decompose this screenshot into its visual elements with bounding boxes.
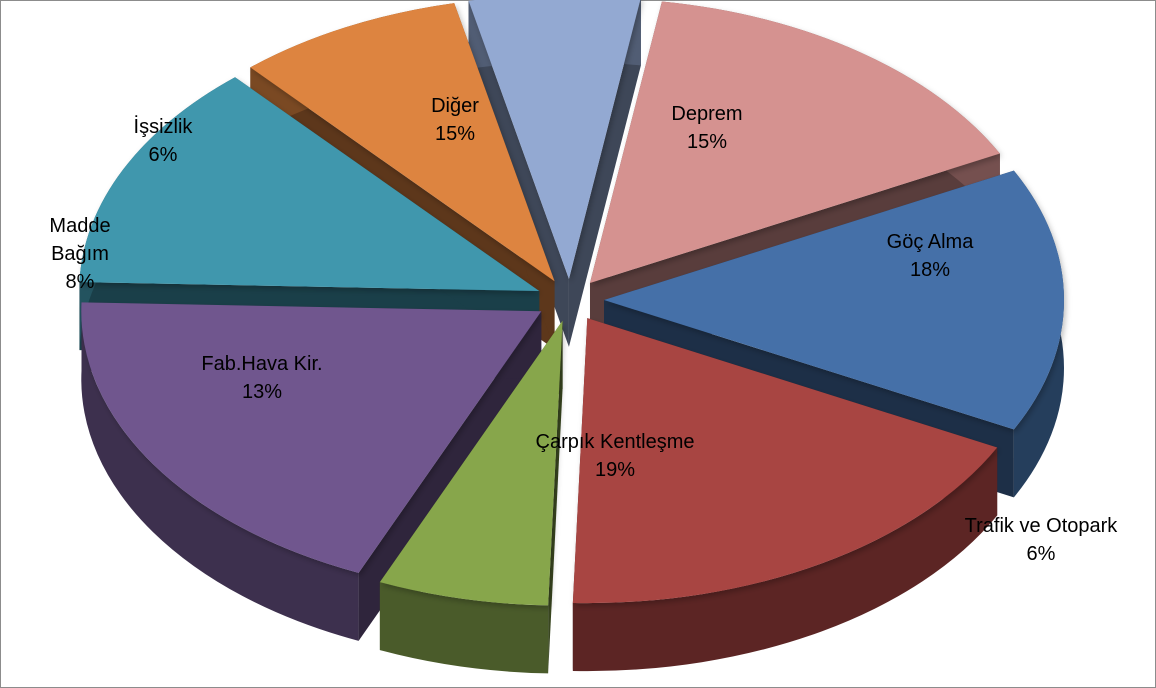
label-issizlik: İşsizlik 6%: [134, 115, 194, 166]
slice-side-face: [548, 320, 563, 674]
pie-slice-i-şsizlik: [468, 0, 641, 279]
slice-side-face: [568, 0, 641, 347]
pie-slice-madde-bağım: [250, 3, 555, 282]
label-fab-hava-kir: Fab.Hava Kir. 13%: [201, 353, 322, 403]
pie-slice-göç-alma: [572, 318, 998, 604]
slice-rim: [379, 582, 549, 674]
label-deprem: Deprem 15%: [671, 103, 742, 153]
slice-rim: [572, 447, 998, 672]
pie-slice-çarpık-kentleşme: [81, 302, 542, 573]
pie-slice-fab-hava-kir-: [79, 77, 540, 292]
label-madde-bagim: Madde Bağım 8%: [49, 215, 110, 293]
label-trafik-ve-otopark: Trafik ve Otopark 6%: [965, 515, 1119, 565]
label-carpik-kentlesme: Çarpık Kentleşme 19%: [536, 431, 695, 481]
pie-slice-diğer: [589, 1, 1000, 283]
pie-slice-trafik-ve-otopark: [379, 320, 563, 606]
pie-slice-deprem: [604, 170, 1064, 430]
label-goc-alma: Göç Alma 18%: [887, 231, 975, 281]
label-diger: Diğer 15%: [431, 95, 479, 145]
slice-rim: [81, 302, 359, 641]
